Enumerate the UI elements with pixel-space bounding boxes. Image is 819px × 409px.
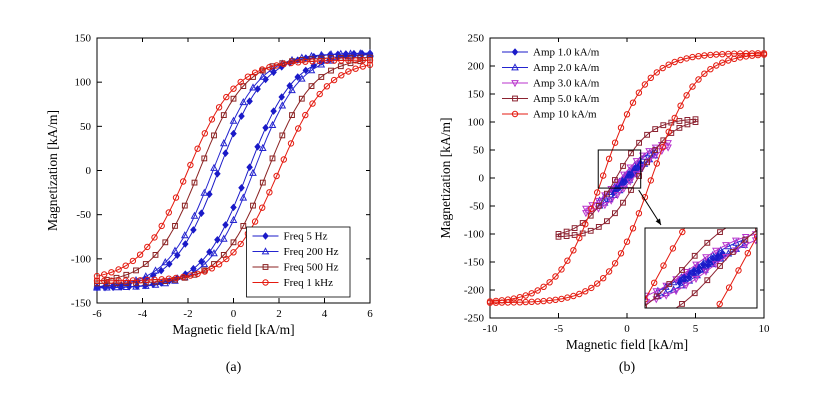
y-tick-label: 250 [468,33,485,45]
x-tick-label: -6 [92,308,102,320]
caption-b: (b) [618,360,636,375]
legend-label: Freq 200 Hz [284,246,339,258]
y-tick-label: -100 [464,229,485,241]
series-freq-1khz [93,57,374,284]
legend-item-amp-2-0: Amp 2.0 kA/m [502,62,600,74]
x-tick-label: 4 [322,308,328,320]
y-tick-label: 100 [75,77,92,89]
x-tick-label: 10 [759,323,771,335]
legend-label: Amp 5.0 kA/m [533,93,600,105]
zoom-source-box [597,149,642,189]
legend-label: Freq 5 Hz [284,231,328,243]
legend-label: Freq 1 kHz [284,277,334,289]
series-markers [645,228,757,308]
y-tick-label: -100 [71,253,92,265]
x-tick-label: 0 [231,308,237,320]
y-tick-label: -150 [464,257,485,269]
series-line [96,59,371,282]
x-tick-label: -4 [138,308,148,320]
axis-ticks: -10 -5 0 5 10-250-200-150-100-50050100150200… [464,33,770,336]
y-tick-label: -200 [464,285,485,297]
y-tick-label: 0 [86,165,92,177]
y-tick-label: 100 [468,117,485,129]
zoom-arrow [638,189,662,226]
series-markers [645,228,757,308]
series-line [645,228,757,308]
x-tick-label: -2 [183,308,192,320]
legend-box [246,226,351,298]
series-amp-10 [645,228,757,308]
plot-b-hysteresis-vs-amplitude: -10 -5 0 5 10-250-200-150-100-50050100150200… [438,33,770,353]
y-tick-label: 50 [80,121,92,133]
legend-item-freq-1khz: Freq 1 kHz [252,277,334,289]
legend-item-amp-10: Amp 10 kA/m [502,109,597,121]
series-markers [582,140,672,218]
series-markers [93,57,374,284]
legend-item-freq-5hz: Freq 5 Hz [252,231,328,243]
y-tick-label: 50 [473,145,485,157]
legend-item-amp-5-0: Amp 5.0 kA/m [502,93,600,105]
axis-ticks: -6 -4 -2 0 2 4 6 -150 -100 -50 0 50 100 150 [71,33,373,321]
zoom-inset [645,228,757,308]
x-axis-label: Magnetic field [kA/m] [566,337,688,352]
y-axis-label: Magnetization [kA/m] [45,110,60,231]
y-tick-label: -250 [464,313,485,325]
legend: Amp 1.0 kA/m Amp 2.0 kA/m Amp 3.0 kA/m Amp … [502,47,600,121]
legend-item-freq-200hz: Freq 200 Hz [252,246,339,258]
legend-label: Amp 3.0 kA/m [533,78,600,90]
y-axis-label: Magnetization [kA/m] [438,117,453,238]
legend-item-amp-1-0: Amp 1.0 kA/m [502,47,600,59]
legend-label: Amp 10 kA/m [533,109,597,121]
x-tick-label: 5 [693,323,699,335]
legend-item-freq-500hz: Freq 500 Hz [252,262,339,274]
legend-label: Freq 500 Hz [284,262,339,274]
zoom-inset-frame [644,227,758,309]
x-tick-label: -5 [554,323,564,335]
legend-label: Amp 2.0 kA/m [533,62,600,74]
y-tick-label: 200 [468,61,485,73]
y-tick-label: -50 [469,201,484,213]
x-tick-label: 0 [624,323,630,335]
y-tick-label: 150 [468,89,485,101]
x-tick-label: -10 [483,323,498,335]
plot-a-hysteresis-vs-frequency: -6 -4 -2 0 2 4 6 -150 -100 -50 0 50 100 150 Magnetic f… [45,33,374,337]
x-tick-label: 6 [367,308,373,320]
series-amp-5-0 [645,228,757,308]
y-tick-label: 0 [479,173,485,185]
legend: Freq 5 Hz Freq 200 Hz Freq 500 Hz Freq 1 kH… [246,226,351,298]
y-tick-label: 150 [75,33,92,45]
x-axis-label: Magnetic field [kA/m] [172,322,294,337]
y-tick-label: -50 [76,209,91,221]
legend-label: Amp 1.0 kA/m [533,47,600,59]
legend-item-amp-3-0: Amp 3.0 kA/m [502,78,600,90]
y-tick-label: -150 [71,298,92,310]
series-line [96,52,371,289]
caption-a: (a) [225,360,242,375]
zoom-arrow-head [655,218,661,225]
series-amp-3-0 [582,140,672,218]
x-tick-label: 2 [276,308,282,320]
